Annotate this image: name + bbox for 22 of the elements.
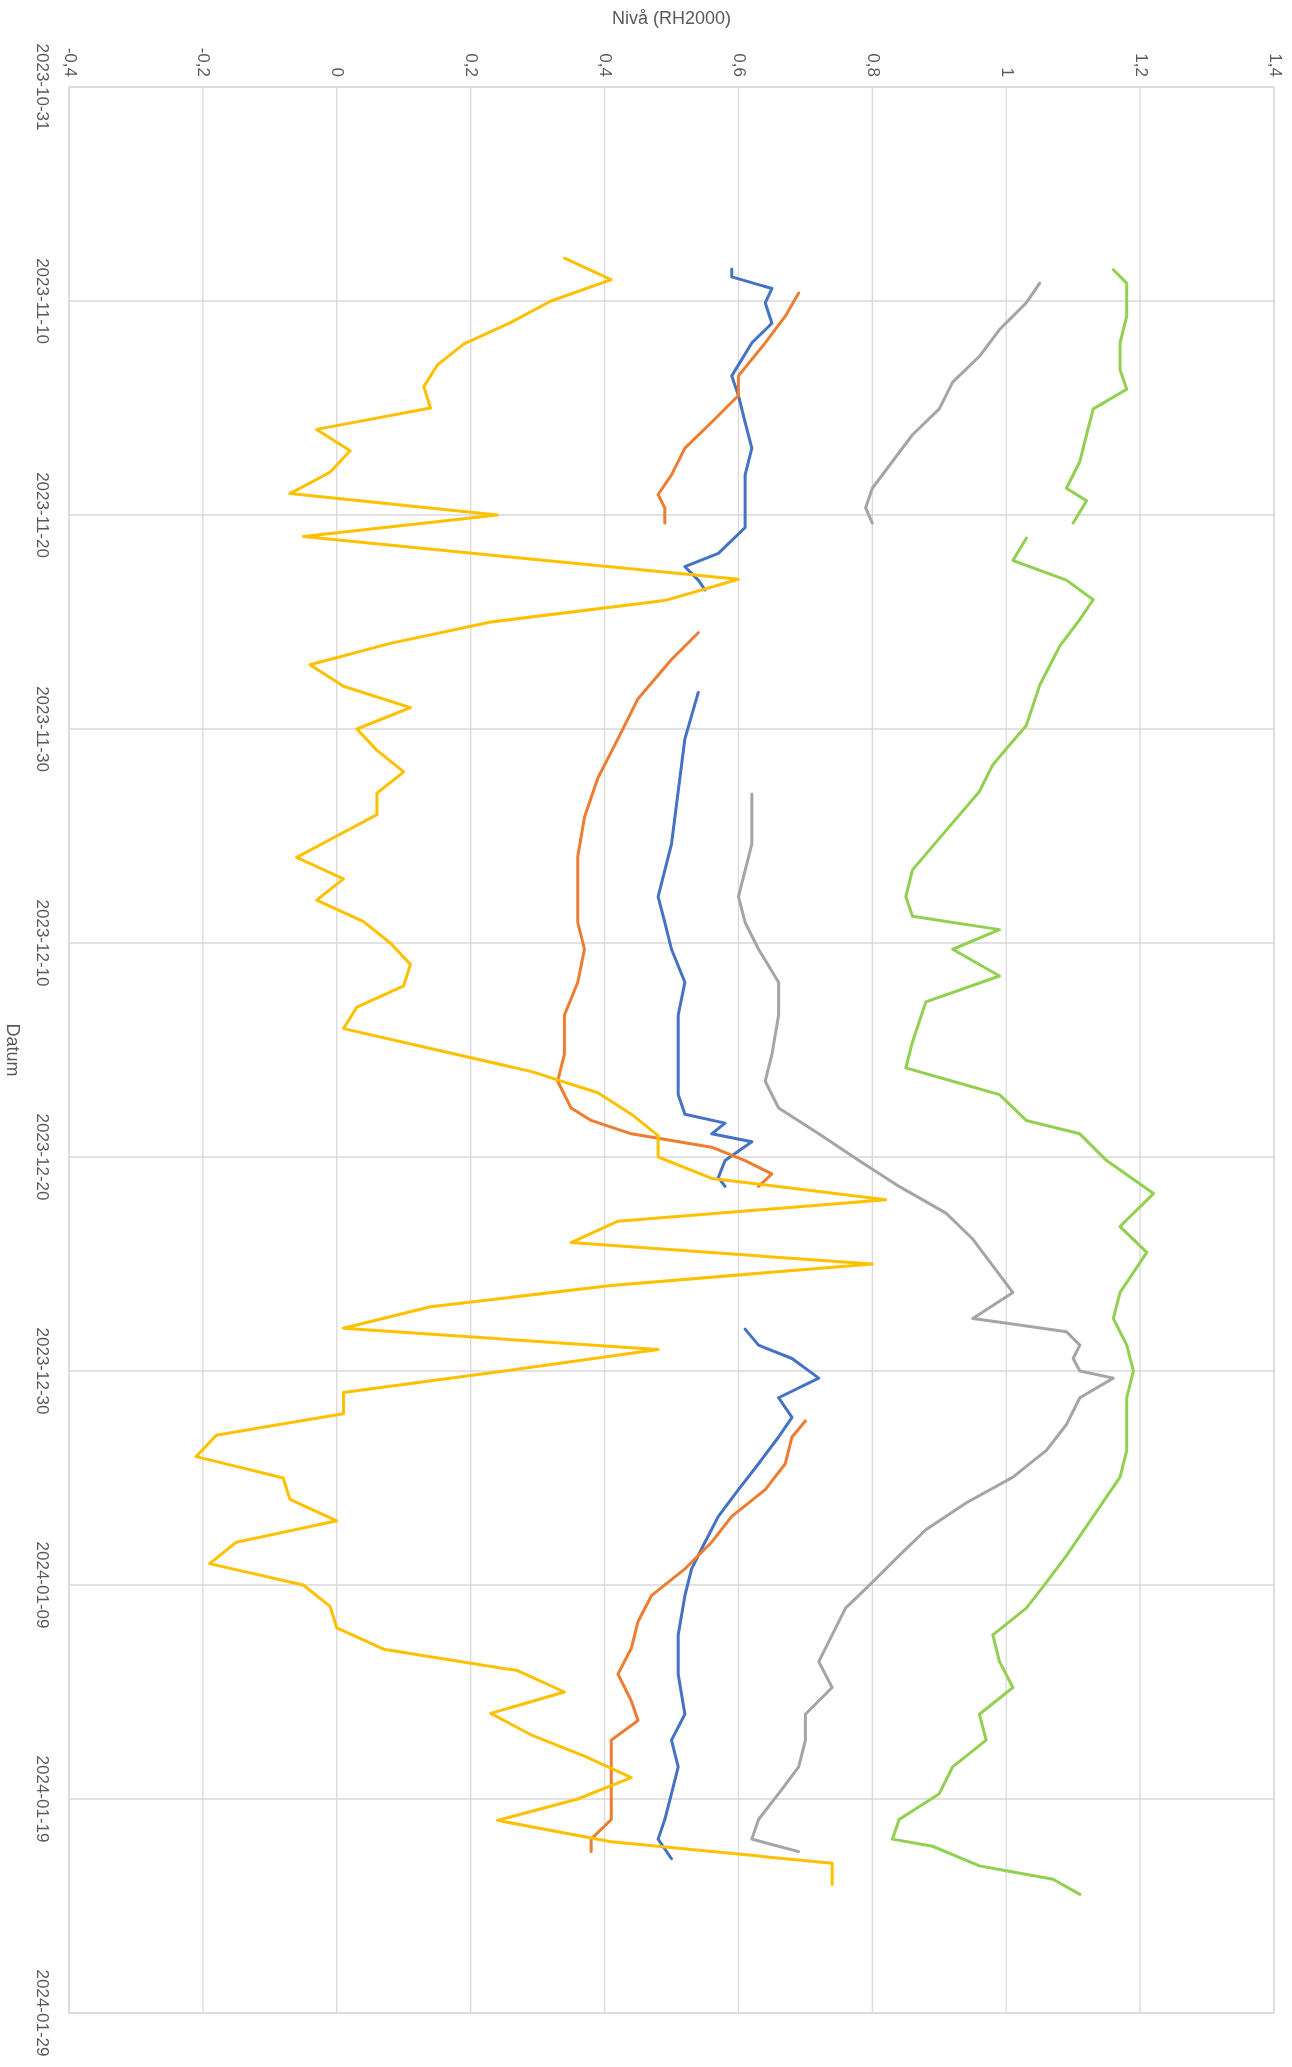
y-tick-label: 2023-12-20 bbox=[32, 1113, 52, 1201]
x-tick-label: 0,6 bbox=[729, 53, 749, 77]
x-axis-title: Nivå (RH2000) bbox=[611, 8, 732, 28]
x-tick-label: 1 bbox=[997, 67, 1017, 77]
x-tick-label: -0,2 bbox=[194, 47, 214, 77]
x-tick-label: 0 bbox=[328, 67, 348, 77]
y-tick-label: 2023-12-10 bbox=[32, 899, 52, 987]
y-tick-label: 2023-11-30 bbox=[32, 686, 52, 772]
x-tick-label: 0,4 bbox=[596, 53, 616, 77]
x-tick-label: 0,8 bbox=[863, 53, 883, 77]
x-tick-label: -0,4 bbox=[60, 47, 80, 77]
y-tick-label: 2024-01-09 bbox=[32, 1541, 52, 1629]
y-tick-label: 2024-01-29 bbox=[32, 1969, 52, 2057]
y-axis-title: Datum bbox=[3, 1023, 24, 1077]
y-tick-label: 2023-12-30 bbox=[32, 1327, 52, 1415]
x-tick-label: 1,2 bbox=[1131, 53, 1151, 77]
x-tick-label: 1,4 bbox=[1265, 53, 1285, 77]
y-tick-label: 2023-11-10 bbox=[32, 258, 52, 344]
y-tick-label: 2024-01-19 bbox=[32, 1755, 52, 1843]
x-tick-label: 0,2 bbox=[462, 53, 482, 77]
y-tick-label: 2023-11-20 bbox=[32, 472, 52, 558]
y-tick-label: 2023-10-31 bbox=[32, 43, 52, 131]
